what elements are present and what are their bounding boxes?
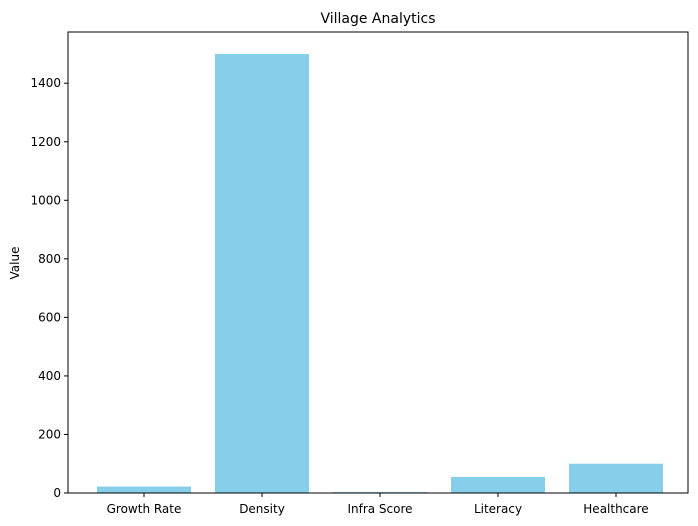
bar-density [215, 53, 309, 493]
x-tick-label: Growth Rate [107, 502, 182, 516]
x-axis: Growth Rate Density Infra Score Literacy Hea… [107, 493, 649, 516]
plot-frame [67, 31, 689, 494]
bar-growth-rate [97, 486, 191, 493]
y-axis-label: Value [8, 247, 22, 280]
x-tick-label: Infra Score [347, 502, 412, 516]
y-axis: 0 200 400 600 800 1000 1200 1400 [30, 76, 68, 500]
y-tick-label: 0 [53, 486, 61, 500]
y-tick-label: 1200 [30, 135, 61, 149]
bars-group [97, 53, 663, 493]
x-tick-label: Healthcare [583, 502, 648, 516]
y-tick-label: 400 [38, 369, 61, 383]
y-tick-label: 800 [38, 252, 61, 266]
chart-title: Village Analytics [320, 11, 435, 27]
bar-literacy [451, 476, 545, 493]
y-tick-label: 200 [38, 427, 61, 441]
bar-healthcare [569, 463, 663, 493]
y-tick-label: 1000 [30, 193, 61, 207]
y-tick-label: 1400 [30, 76, 61, 90]
y-tick-label: 600 [38, 310, 61, 324]
x-tick-label: Density [239, 502, 285, 516]
x-tick-label: Literacy [474, 502, 522, 516]
